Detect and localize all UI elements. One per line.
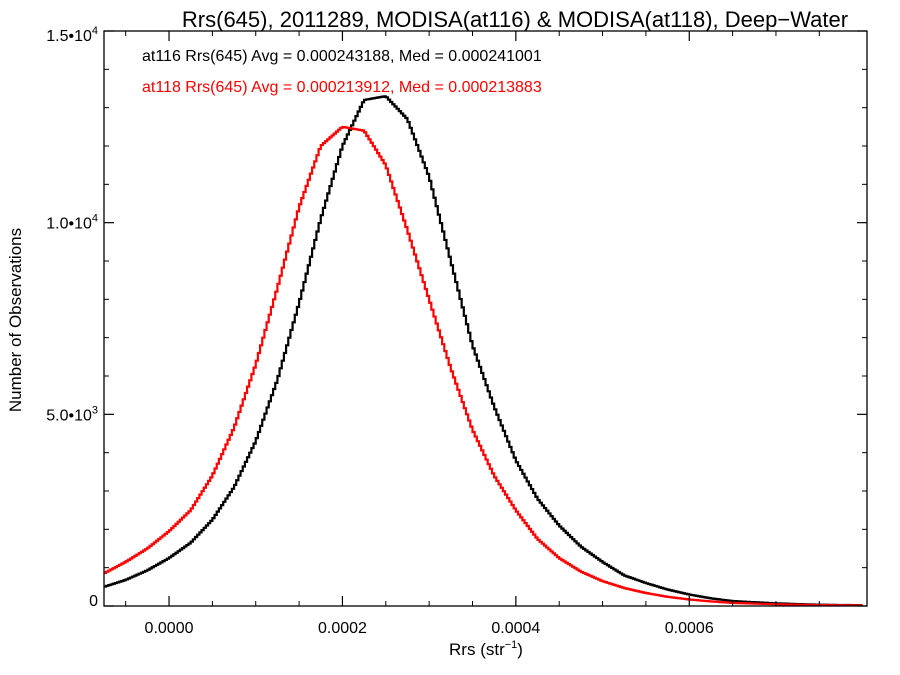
x-axis-label-close: ): [517, 640, 523, 659]
annotation-at118: at118 Rrs(645) Avg = 0.000213912, Med = …: [142, 79, 542, 96]
x-tick-label-3: 0.0006: [665, 620, 714, 637]
annotation-at116: at116 Rrs(645) Avg = 0.000243188, Med = …: [142, 48, 542, 65]
x-axis-label-exponent: −1: [505, 639, 518, 651]
y-tick-label-3: 1.5•104: [46, 25, 98, 45]
plot-frame: [103, 30, 868, 607]
y-tick-label-1: 5.0•103: [46, 404, 98, 424]
x-tick-label-1: 0.0002: [318, 620, 367, 637]
x-tick-label-2: 0.0004: [491, 620, 540, 637]
x-axis-label-main: Rrs (str: [449, 640, 505, 659]
chart-title: Rrs(645), 2011289, MODISA(at116) & MODIS…: [182, 7, 848, 32]
series-layer: [104, 95, 863, 607]
x-tick-label-0: 0.0000: [145, 620, 194, 637]
series-line-0: [104, 95, 863, 607]
y-tick-label-0: 0: [89, 593, 98, 610]
y-tick-label-2: 1.0•104: [46, 213, 98, 233]
y-axis-label: Number of Observations: [6, 228, 25, 412]
series-line-1: [104, 125, 863, 607]
ticks-layer: 0.0000 0.0002 0.0004 0.0006 0 5.0•103 1.0•104 1…: [46, 25, 867, 637]
x-axis-label: Rrs (str−1): [449, 639, 523, 659]
